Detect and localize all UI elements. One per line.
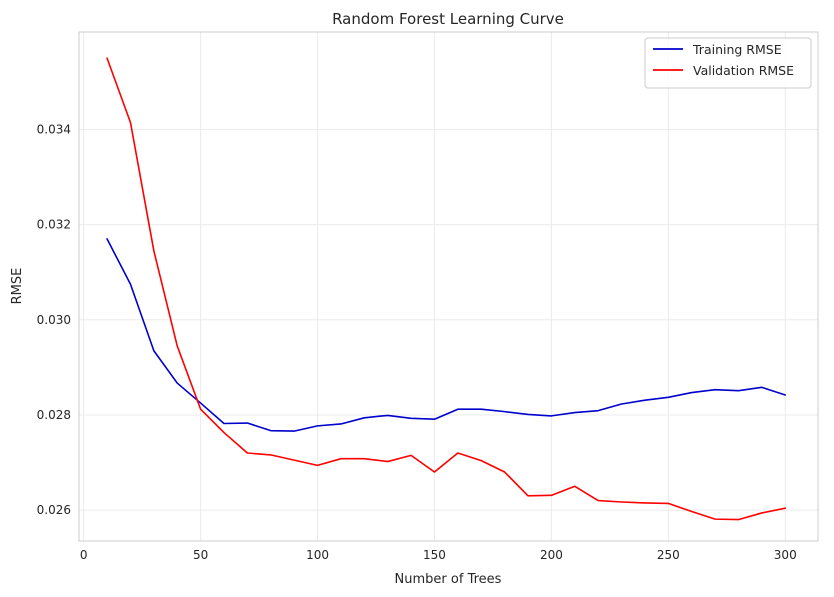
chart-title: Random Forest Learning Curve bbox=[332, 10, 564, 28]
validation-rmse-line bbox=[106, 57, 787, 521]
legend-box bbox=[644, 37, 812, 89]
legend-label-training-rmse: Training RMSE bbox=[692, 42, 782, 57]
grid-lines bbox=[79, 32, 818, 541]
x-tick-label: 0 bbox=[80, 548, 88, 562]
x-tick-label: 300 bbox=[774, 548, 797, 562]
y-tick-label: 0.026 bbox=[37, 503, 71, 517]
y-tick-label: 0.030 bbox=[37, 313, 71, 327]
training-rmse-line bbox=[106, 238, 787, 432]
x-tick-label: 100 bbox=[306, 548, 329, 562]
x-tick-label: 50 bbox=[193, 548, 208, 562]
series-layer bbox=[106, 57, 787, 521]
y-tick-label: 0.032 bbox=[37, 218, 71, 232]
legend: Training RMSE Validation RMSE bbox=[644, 37, 812, 89]
y-axis-label: RMSE bbox=[10, 268, 25, 305]
x-axis-ticks: 0 50 100 150 200 250 300 bbox=[80, 548, 797, 562]
x-axis-label: Number of Trees bbox=[395, 572, 502, 587]
y-tick-label: 0.034 bbox=[37, 123, 71, 137]
plot-frame bbox=[78, 31, 819, 542]
x-tick-label: 250 bbox=[657, 548, 680, 562]
y-axis-ticks: 0.026 0.028 0.030 0.032 0.034 bbox=[37, 123, 71, 518]
x-tick-label: 200 bbox=[540, 548, 563, 562]
x-tick-label: 150 bbox=[423, 548, 446, 562]
y-tick-label: 0.028 bbox=[37, 408, 71, 422]
legend-label-validation-rmse: Validation RMSE bbox=[693, 63, 794, 78]
